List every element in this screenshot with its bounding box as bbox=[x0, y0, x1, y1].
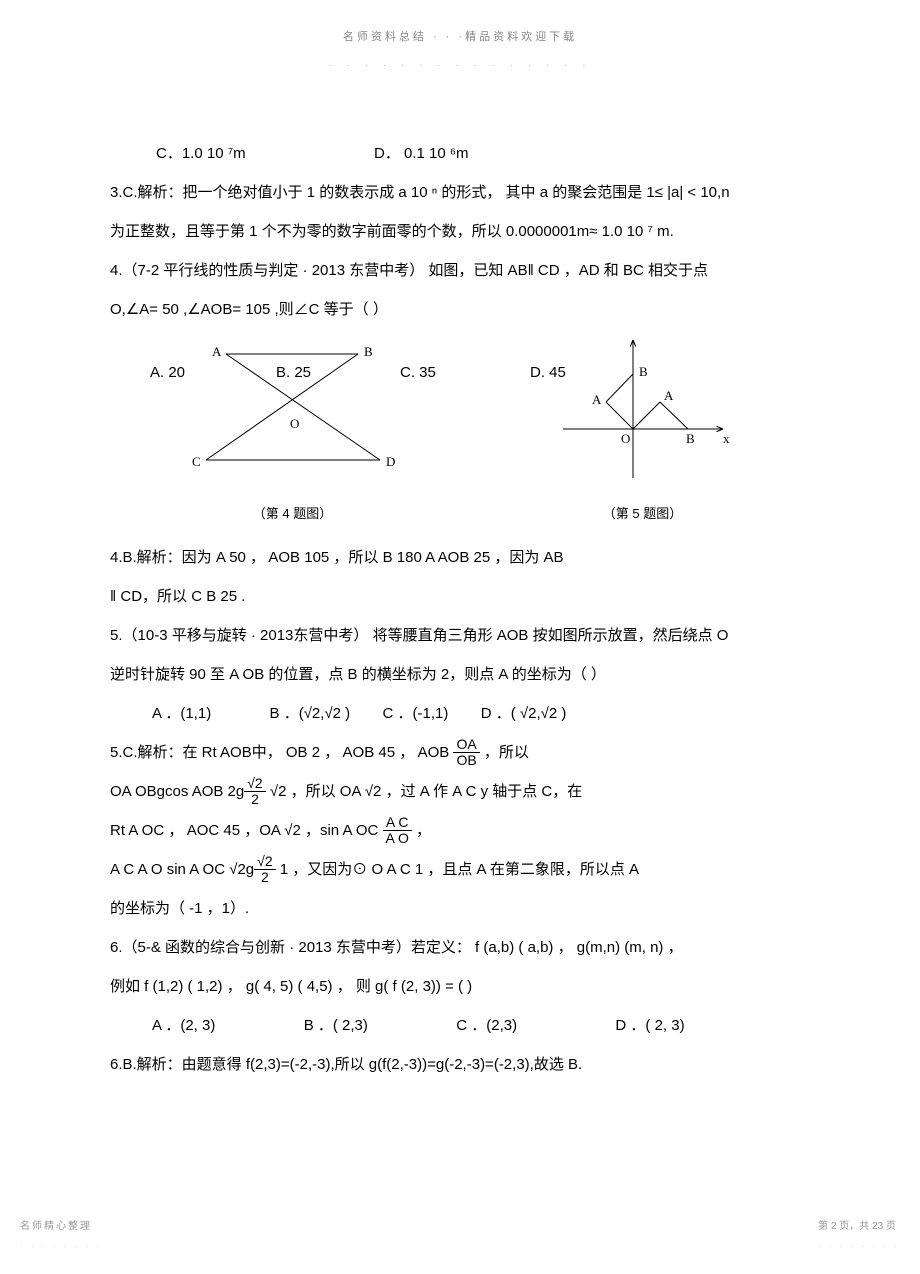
q5-opt-c: C ．(-1,1) bbox=[383, 705, 449, 722]
frac-sqrt2-2b: √22 bbox=[254, 854, 275, 886]
q6-opt-a: A ．(2, 3) bbox=[152, 1017, 215, 1034]
header-dots: · · · · · · · · · · · · · · · bbox=[110, 55, 810, 77]
q5-ans-1b: ，所以 bbox=[484, 744, 529, 761]
q4-ans-1: 4.B.解析：因为 A 50 ， AOB 105 ，所以 B 180 A AOB… bbox=[110, 541, 810, 574]
svg-text:x: x bbox=[723, 431, 730, 446]
frac-ac-ao: A CA O bbox=[383, 815, 412, 847]
q5-stem-1: 5.（10-3 平移与旋转 · 2013东营中考） 将等腰直角三角形 AOB 按… bbox=[110, 619, 810, 652]
q5-ans-5: 的坐标为（ -1 ，1）. bbox=[110, 892, 810, 925]
q5-ans-1a: 5.C.解析：在 Rt AOB中， OB 2 ， AOB 45 ， AOB bbox=[110, 744, 453, 761]
page-header: 名师资料总结 · · ·精品资料欢迎下载 bbox=[110, 25, 810, 49]
q3-ans-1: 3.C.解析：把一个绝对值小于 1 的数表示成 a 10 ⁿ 的形式， 其中 a… bbox=[110, 176, 810, 209]
q6-ans: 6.B.解析：由题意得 f(2,3)=(-2,-3),所以 g(f(2,-3))… bbox=[110, 1048, 810, 1081]
q4-opt-d: D. 45 bbox=[530, 356, 566, 389]
q3-ans-2: 为正整数，且等于第 1 个不为零的数字前面零的个数，所以 0.0000001m≈… bbox=[110, 215, 810, 248]
q5-opt-b: B ．(√2,√2 ) bbox=[270, 705, 351, 722]
footer-dots: · · · · · · · · bbox=[818, 1238, 900, 1256]
footer-right: 第 2 页，共 23 页 · · · · · · · · bbox=[818, 1216, 900, 1256]
q5-ans-3b: ， bbox=[412, 822, 431, 839]
q5-ans-2b: √2 ，所以 OA √2 ，过 A 作 A C y 轴于点 C，在 bbox=[266, 783, 583, 800]
figure-5-caption: （第 5 题图） bbox=[553, 500, 733, 529]
q4-stem-2: O,∠A= 50 ,∠AOB= 105 ,则∠C 等于（ ） bbox=[110, 293, 810, 326]
q5-ans-4a: A C A O sin A OC √2g bbox=[110, 861, 254, 878]
q6-opt-b: B ．( 2,3) bbox=[304, 1017, 368, 1034]
svg-text:A: A bbox=[212, 344, 222, 359]
frac-den: A O bbox=[383, 831, 412, 846]
frac-num: OA bbox=[453, 737, 479, 753]
q4-opt-c: C. 35 bbox=[400, 356, 436, 389]
footer-dots: · · · · · · · · bbox=[20, 1238, 102, 1256]
q5-options: A ．(1,1) B ．(√2,√2 ) C ．(-1,1) D ．( √2,√… bbox=[110, 697, 810, 730]
q5-ans-2: OA OBgcos AOB 2g√22 √2 ，所以 OA √2 ，过 A 作 … bbox=[110, 775, 810, 808]
svg-text:B: B bbox=[686, 431, 695, 446]
q5-ans-2a: OA OBgcos AOB 2g bbox=[110, 783, 244, 800]
footer-left: 名师精心整理 · · · · · · · · bbox=[20, 1216, 102, 1256]
frac-sqrt2-2a: √22 bbox=[244, 776, 265, 808]
q4-opt-a: A. 20 bbox=[150, 356, 185, 389]
footer-left-text: 名师精心整理 bbox=[20, 1221, 92, 1232]
q5-ans-3: Rt A OC ， AOC 45 ，OA √2 ，sin A OC A CA O… bbox=[110, 814, 810, 847]
frac-den: 2 bbox=[254, 870, 275, 885]
q5-ans-1: 5.C.解析：在 Rt AOB中， OB 2 ， AOB 45 ， AOB OA… bbox=[110, 736, 810, 769]
q6-opt-c: C ．(2,3) bbox=[456, 1017, 517, 1034]
q5-ans-4b: 1 ，又因为⊙ O A C 1 ，且点 A 在第二象限，所以点 A bbox=[276, 861, 639, 878]
q5-ans-3a: Rt A OC ， AOC 45 ，OA √2 ，sin A OC bbox=[110, 822, 383, 839]
frac-den: OB bbox=[453, 753, 479, 768]
q6-opt-d: D ．( 2, 3) bbox=[615, 1017, 684, 1034]
svg-text:B: B bbox=[639, 364, 648, 379]
figure-5-wrap: B A A B Ox （第 5 题图） bbox=[553, 334, 733, 529]
q5-opt-d: D ．( √2,√2 ) bbox=[481, 705, 567, 722]
svg-text:C: C bbox=[192, 454, 201, 469]
q3-options-cd: C．1.0 10 ⁷m D． 0.1 10 ⁶m bbox=[110, 137, 810, 170]
svg-text:B: B bbox=[364, 344, 373, 359]
figure-4-caption: （第 4 题图） bbox=[188, 500, 398, 529]
q4-ans-2: ‖ CD，所以 C B 25 . bbox=[110, 580, 810, 613]
footer-right-text: 第 2 页，共 23 页 bbox=[818, 1221, 896, 1232]
q3-opt-c: C．1.0 10 ⁷m bbox=[156, 145, 246, 162]
q6-stem-2: 例如 f (1,2) ( 1,2) ， g( 4, 5) ( 4,5) ， 则 … bbox=[110, 970, 810, 1003]
q6-options: A ．(2, 3) B ．( 2,3) C ．(2,3) D ．( 2, 3) bbox=[110, 1009, 810, 1042]
svg-text:O: O bbox=[621, 431, 630, 446]
q6-stem-1: 6.（5-& 函数的综合与创新 · 2013 东营中考）若定义： f (a,b)… bbox=[110, 931, 810, 964]
q5-ans-4: A C A O sin A OC √2g√22 1 ，又因为⊙ O A C 1 … bbox=[110, 853, 810, 886]
q4-stem-1: 4.（7-2 平行线的性质与判定 · 2013 东营中考） 如图，已知 AB‖ … bbox=[110, 254, 810, 287]
q3-opt-d: D． 0.1 10 ⁶m bbox=[374, 145, 469, 162]
svg-text:O: O bbox=[290, 416, 299, 431]
q5-stem-2: 逆时针旋转 90 至 A OB 的位置，点 B 的横坐标为 2，则点 A 的坐标… bbox=[110, 658, 810, 691]
frac-oa-ob: OAOB bbox=[453, 737, 479, 769]
figure-5-svg: B A A B Ox bbox=[553, 334, 733, 484]
figure-row: A B C D O （第 4 题图） B A A B Ox （第 5 题图） bbox=[110, 334, 810, 529]
frac-den: 2 bbox=[244, 792, 265, 807]
svg-text:A: A bbox=[592, 392, 602, 407]
frac-num: √2 bbox=[254, 854, 275, 870]
frac-num: √2 bbox=[244, 776, 265, 792]
q5-opt-a: A ．(1,1) bbox=[152, 705, 211, 722]
q4-opt-b: B. 25 bbox=[276, 356, 311, 389]
svg-text:D: D bbox=[386, 454, 395, 469]
frac-num: A C bbox=[383, 815, 412, 831]
svg-text:A: A bbox=[664, 388, 674, 403]
